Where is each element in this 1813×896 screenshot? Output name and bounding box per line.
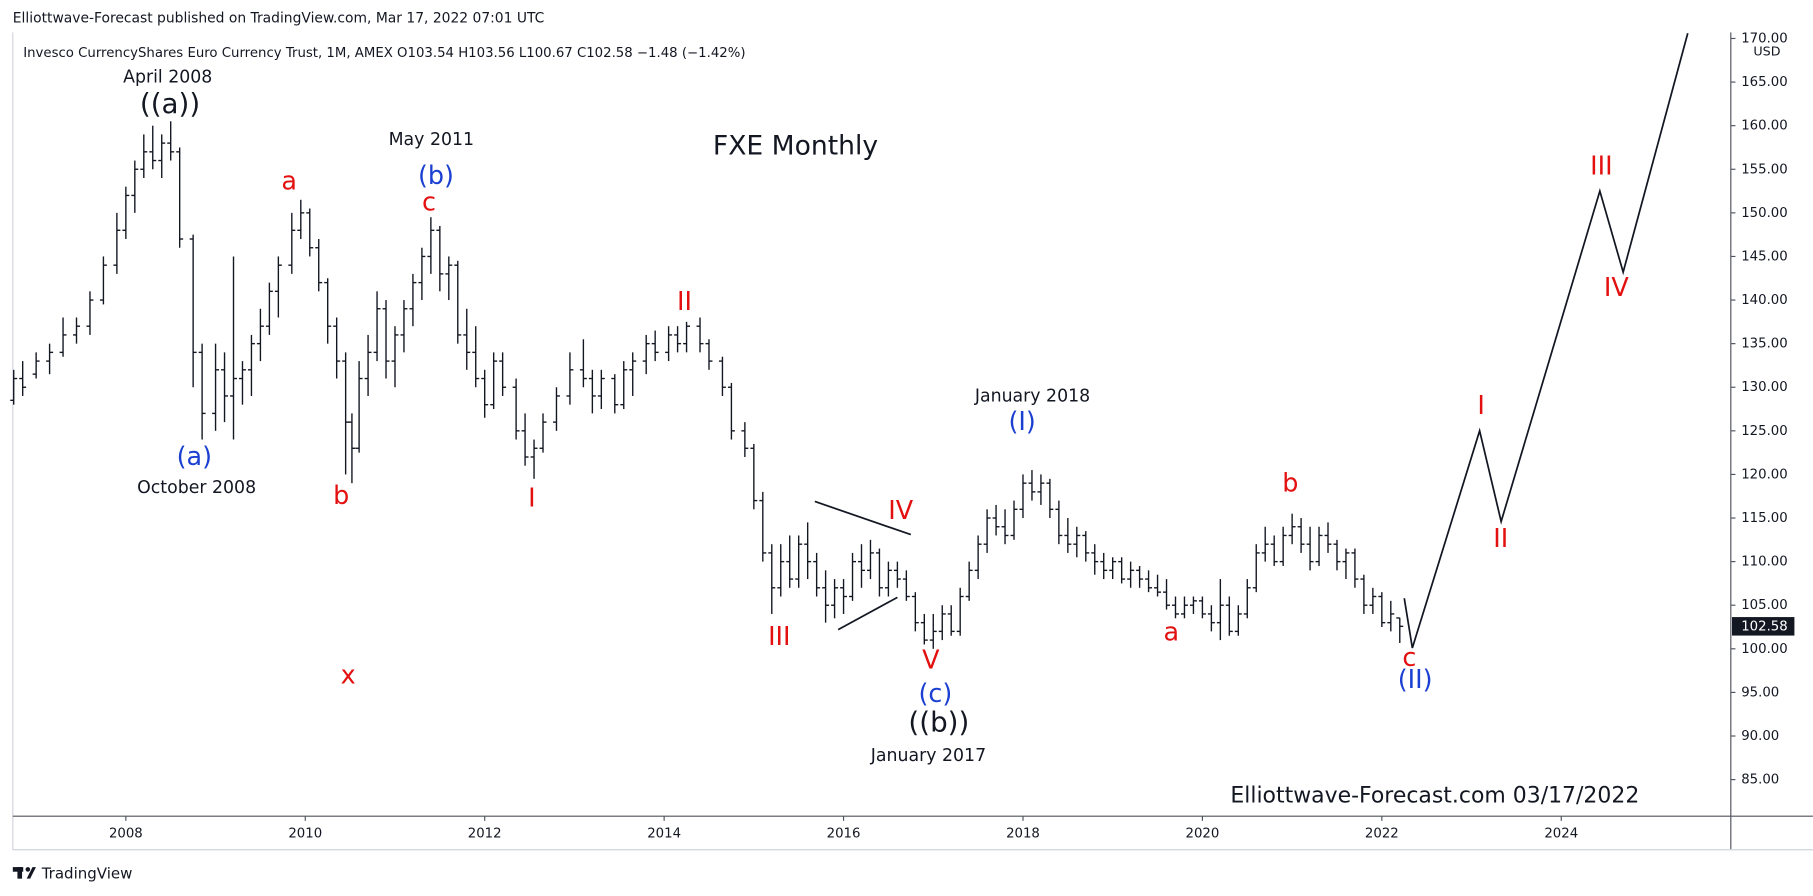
wave-label: III [1590, 151, 1613, 181]
wave-label: IV [888, 495, 913, 525]
wave-label: I [528, 482, 536, 512]
wave-label: b [333, 480, 349, 510]
projection-line [1403, 33, 1689, 649]
wave-label: January 2017 [870, 746, 986, 766]
y-tick-label: 120.00 [1741, 467, 1787, 482]
y-tick-label: 165.00 [1741, 75, 1787, 90]
x-tick-label: 2022 [1365, 827, 1399, 842]
wave-label: ((a)) [140, 87, 200, 120]
y-tick-label: 100.00 [1741, 642, 1787, 657]
wave-label: III [768, 621, 790, 651]
y-tick-label: 130.00 [1741, 380, 1787, 395]
wave-label: (b) [418, 160, 454, 190]
y-tick-label: 170.00 [1741, 31, 1787, 46]
wave-label: (I) [1008, 406, 1035, 436]
y-tick-label: 105.00 [1741, 598, 1787, 613]
triangle-line [837, 596, 898, 631]
symbol-legend: Invesco CurrencyShares Euro Currency Tru… [23, 46, 745, 61]
currency-label: USD [1753, 44, 1780, 59]
wave-label: c [1402, 642, 1416, 672]
y-tick-label: 160.00 [1741, 119, 1787, 134]
wave-label: a [281, 166, 297, 196]
wave-label: x [341, 659, 356, 689]
wave-label: April 2008 [123, 67, 212, 87]
x-tick-label: 2016 [827, 827, 861, 842]
y-tick-label: 125.00 [1741, 424, 1787, 439]
wave-label: b [1282, 467, 1298, 497]
x-tick-label: 2024 [1544, 827, 1578, 842]
wave-label: I [1477, 390, 1485, 420]
y-tick-label: 115.00 [1741, 511, 1787, 526]
y-tick-label: 95.00 [1741, 685, 1779, 700]
tradingview-logo [12, 867, 36, 879]
wave-label: IV [1604, 272, 1629, 302]
y-tick-label: 135.00 [1741, 337, 1787, 352]
x-tick-label: 2020 [1186, 827, 1220, 842]
y-tick-label: 90.00 [1741, 729, 1779, 744]
x-tick-label: 2008 [109, 827, 143, 842]
wave-label: January 2018 [974, 387, 1090, 407]
x-tick-label: 2012 [468, 827, 502, 842]
wave-label: October 2008 [137, 478, 256, 498]
last-price-box [1731, 617, 1795, 636]
wave-label: (a) [177, 441, 212, 471]
triangle-line [814, 500, 912, 536]
x-tick-label: 2010 [288, 827, 322, 842]
wave-label: a [1163, 617, 1179, 647]
y-tick-label: 110.00 [1741, 555, 1787, 570]
wave-label: (c) [918, 678, 952, 708]
x-tick-label: 2014 [647, 827, 681, 842]
publish-header: Elliottwave-Forecast published on Tradin… [13, 10, 545, 26]
wave-label: II [677, 286, 692, 316]
y-tick-label: 150.00 [1741, 206, 1787, 221]
y-tick-label: 140.00 [1741, 293, 1787, 308]
watermark: Elliottwave-Forecast.com 03/17/2022 [1230, 784, 1639, 809]
y-tick-label: 145.00 [1741, 249, 1787, 264]
wave-label: ((b)) [908, 706, 969, 739]
wave-label: (II) [1398, 664, 1433, 694]
footer-brand: TradingView [41, 865, 133, 883]
x-tick-label: 2018 [1006, 827, 1040, 842]
last-price-label: 102.58 [1741, 619, 1787, 634]
chart-title: FXE Monthly [713, 130, 878, 161]
wave-label: c [422, 186, 436, 216]
y-tick-label: 85.00 [1741, 773, 1779, 788]
ohlc-series [10, 121, 1404, 649]
wave-label: II [1493, 523, 1508, 553]
wave-label: V [922, 644, 940, 674]
wave-label: May 2011 [389, 130, 474, 150]
y-tick-label: 155.00 [1741, 162, 1787, 177]
